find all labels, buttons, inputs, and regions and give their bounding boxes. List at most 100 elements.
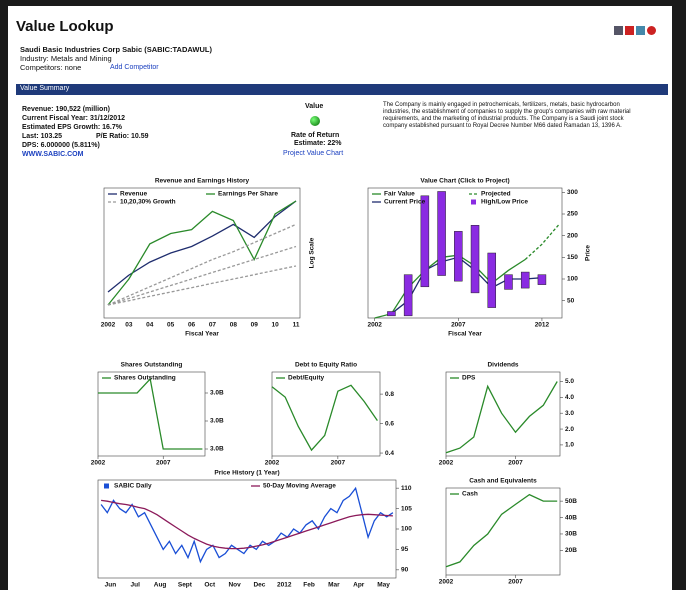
y-tick-label: 20B (565, 547, 577, 554)
fiscal-year: Current Fiscal Year: 31/12/2012 (22, 115, 125, 122)
legend-label: Cash (462, 491, 478, 498)
x-tick-label: Aug (154, 582, 167, 589)
value-indicator (310, 116, 320, 126)
plot-area (97, 479, 397, 579)
series-line (101, 499, 393, 550)
section-heading: Value Summary (20, 85, 70, 92)
x-tick-label: 2002 (101, 322, 116, 329)
x-tick-label: 06 (188, 322, 196, 329)
x-tick-label: 04 (146, 322, 154, 329)
y-axis-label: Log Scale (309, 237, 316, 268)
series-line (107, 200, 297, 293)
x-tick-label: 2002 (439, 579, 454, 586)
series-line (445, 381, 558, 454)
company-description: The Company is mainly engaged in petroch… (383, 102, 631, 129)
project-value-link[interactable]: Project Value Chart (283, 150, 344, 157)
series-line (100, 486, 394, 564)
x-tick-label: 2012 (277, 582, 292, 589)
x-axis-label: Fiscal Year (448, 331, 482, 338)
legend-label: Projected (481, 191, 511, 198)
legend-label: Debt/Equity (288, 375, 324, 382)
x-tick-label: 2007 (508, 579, 523, 586)
high-low-bar (487, 252, 497, 308)
pe-ratio: P/E Ratio: 10.59 (96, 133, 149, 140)
high-low-bar (504, 274, 513, 290)
series-line (445, 493, 558, 568)
x-tick-label: May (377, 582, 390, 589)
x-tick-label: Oct (204, 582, 216, 589)
legend-label: SABIC Daily (114, 483, 152, 490)
high-low-bar (403, 274, 413, 317)
x-tick-label: Sept (178, 582, 193, 589)
legend-label: Earnings Per Share (218, 191, 278, 198)
y-tick-label: 100 (567, 276, 578, 283)
y-tick-label: 300 (567, 189, 578, 196)
high-low-bar (420, 195, 430, 288)
y-tick-label: 3.0 (565, 410, 574, 417)
legend-label: High/Low Price (481, 199, 528, 206)
x-tick-label: 2002 (91, 460, 106, 467)
series-line (271, 384, 378, 452)
export-icon[interactable] (636, 26, 645, 35)
y-tick-label: 3.0B (210, 418, 224, 425)
growth-line (107, 265, 297, 306)
y-tick-label: 40B (565, 514, 577, 521)
series-line (107, 200, 297, 306)
chart-title: Revenue and Earnings History (155, 178, 250, 185)
x-tick-label: 07 (209, 322, 217, 329)
x-tick-label: 11 (293, 322, 300, 329)
y-tick-label: 90 (401, 567, 409, 574)
x-tick-label: 05 (167, 322, 175, 329)
series-line (98, 377, 203, 450)
company-name: Saudi Basic Industries Corp Sabic (SABIC… (20, 45, 212, 54)
x-tick-label: Feb (303, 582, 315, 589)
y-tick-label: 110 (401, 485, 412, 492)
help-icon[interactable] (647, 26, 656, 35)
growth-line (107, 223, 297, 306)
plot-area (445, 487, 561, 576)
page-title: Value Lookup (16, 18, 114, 35)
x-tick-label: 2012 (535, 322, 550, 329)
y-tick-label: 3.0B (210, 446, 224, 453)
legend-label: 10,20,30% Growth (120, 199, 176, 206)
series-line (374, 254, 526, 319)
pdf-icon[interactable] (625, 26, 634, 35)
x-tick-label: Jul (131, 582, 141, 589)
high-low-bar (537, 274, 547, 285)
toolbar-icons (614, 22, 656, 40)
y-tick-label: 105 (401, 505, 412, 512)
x-tick-label: Nov (228, 582, 241, 589)
x-tick-label: Jun (105, 582, 117, 589)
x-tick-label: 10 (271, 322, 279, 329)
x-tick-label: 2002 (265, 460, 280, 467)
y-tick-label: 250 (567, 211, 578, 218)
section-bar: Value Summary (16, 84, 668, 95)
legend-label: Fair Value (384, 191, 415, 198)
y-tick-label: 1.0 (565, 442, 574, 449)
y-tick-label: 150 (567, 254, 578, 261)
legend-swatch (471, 199, 476, 205)
eps-growth: Estimated EPS Growth: 16.7% (22, 124, 122, 131)
high-low-bar (520, 271, 530, 289)
dps: DPS: 6.000000 (5.811%) (22, 142, 100, 149)
rate-of-return: Rate of Return (291, 132, 340, 139)
plot-area (103, 187, 301, 319)
plot-area (271, 371, 381, 457)
series-line (391, 256, 542, 315)
y-tick-label: 0.8 (385, 391, 394, 398)
y-tick-label: 0.6 (385, 420, 394, 427)
chart-title[interactable]: Value Chart (Click to Project) (420, 178, 509, 185)
high-low-bar (387, 311, 396, 317)
legend-label: Shares Outstanding (114, 375, 176, 382)
website-link[interactable]: WWW.SABIC.COM (22, 151, 84, 158)
x-tick-label: 2007 (451, 322, 466, 329)
add-competitor-link[interactable]: Add Competitor (110, 64, 159, 71)
legend-label: 50-Day Moving Average (263, 483, 336, 490)
print-icon[interactable] (614, 26, 623, 35)
x-tick-label: Apr (353, 582, 365, 589)
x-tick-label: 2007 (331, 460, 346, 467)
last-price: Last: 103.25 (22, 133, 63, 140)
x-tick-label: Dec (253, 582, 265, 589)
chart-title: Dividends (487, 362, 518, 369)
y-tick-label: 2.0 (565, 426, 574, 433)
